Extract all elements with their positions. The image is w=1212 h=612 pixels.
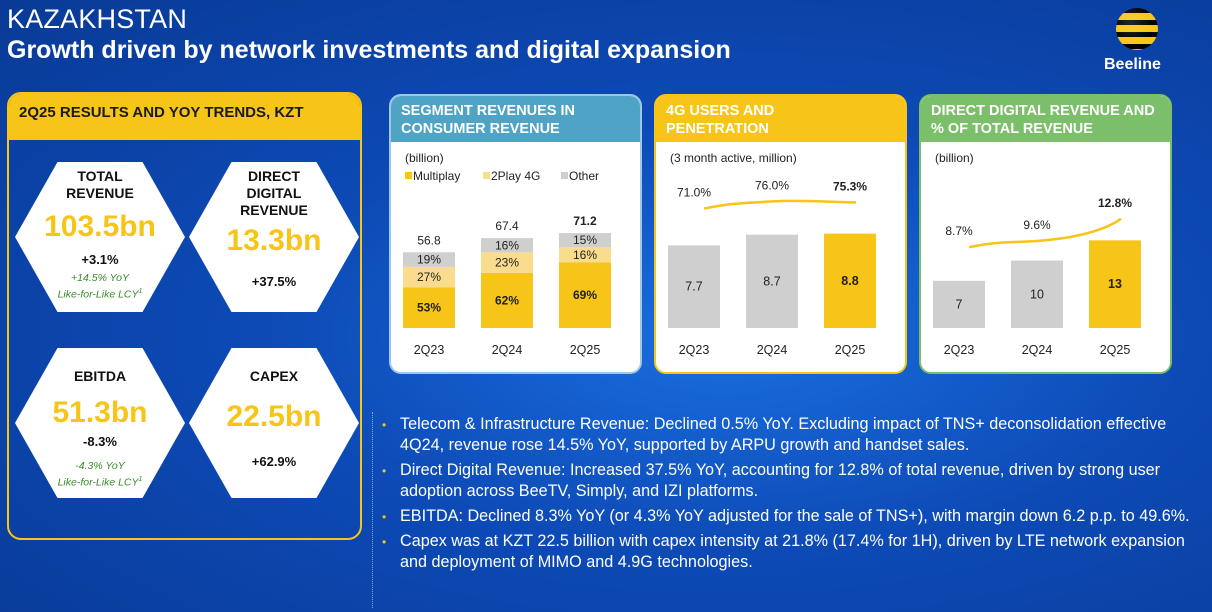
x-tick-label: 2Q25: [835, 343, 866, 357]
total-label: 71.2: [573, 214, 597, 228]
segment-label: 27%: [417, 270, 441, 284]
logo-text: Beeline: [1104, 56, 1161, 73]
unit-note: (billion): [935, 151, 974, 165]
line-point-label: 8.7%: [945, 224, 973, 238]
bar-value-label: 8.8: [841, 274, 858, 288]
legend-swatch: [483, 172, 490, 179]
legend-label: 2Play 4G: [491, 169, 540, 183]
unit-note: (3 month active, million): [670, 151, 797, 165]
segment-label: 15%: [573, 233, 597, 247]
bar: [933, 280, 985, 328]
total-label: 67.4: [495, 219, 519, 233]
digital-revenue-panel: DIRECT DIGITAL REVENUE AND% OF TOTAL REV…: [919, 94, 1172, 374]
x-tick-label: 2Q23: [414, 343, 445, 357]
bar-value-label: 7.7: [685, 280, 702, 294]
bar: [668, 245, 720, 328]
bar-segment: [559, 262, 611, 328]
kpi-label: CAPEX: [249, 368, 299, 384]
kpi-total-revenue: TOTAL REVENUE 103.5bn +3.1% +14.5% YoY Lik…: [15, 162, 185, 312]
x-tick-label: 2Q25: [1100, 343, 1131, 357]
kpi-label: DIRECT DIGITAL REVENUE: [240, 168, 308, 218]
bullet-ebitda: • EBITDA: Declined 8.3% YoY (or 4.3% YoY …: [382, 507, 1190, 525]
line-point-label: 75.3%: [833, 179, 867, 193]
divider: [372, 412, 373, 608]
bullet-digital: • Direct Digital Revenue: Increased 37.5%…: [382, 461, 1161, 500]
kpi-change: +3.1%: [81, 252, 119, 267]
segment-label: 16%: [573, 248, 597, 262]
digital-revenue-chart: (billion) 7 2Q23 10 2Q24 13 2Q25 8.7% 9.6% 12.8%: [933, 151, 1141, 357]
segment-revenue-chart: (billion) Multiplay 2Play 4G Other 53% 27% 19%…: [403, 151, 611, 357]
bar: [746, 234, 798, 328]
kpi-label: TOTAL REVENUE: [66, 168, 134, 201]
kpi-value: 13.3bn: [226, 224, 322, 257]
kpi-note: +14.5% YoY Like-for-Like LCY1: [57, 272, 143, 301]
segment-label: 23%: [495, 256, 519, 270]
bar: [1089, 240, 1141, 328]
4g-users-title: 4G USERS AND PENETRATION: [656, 96, 905, 142]
beeline-ball-icon: [1116, 8, 1158, 50]
bar-segment: [481, 272, 533, 328]
kpi-capex: CAPEX 22.5bn +62.9%: [189, 348, 359, 498]
line-series: [703, 199, 857, 210]
bar: [824, 233, 876, 328]
x-tick-label: 2Q23: [679, 343, 710, 357]
kpi-change: +62.9%: [251, 454, 297, 469]
bar-value-label: 7: [956, 297, 963, 311]
line-series: [968, 217, 1122, 249]
x-tick-label: 2Q23: [944, 343, 975, 357]
kpi-value: 103.5bn: [44, 210, 156, 243]
x-tick-label: 2Q24: [492, 343, 523, 357]
line-point-label: 71.0%: [677, 186, 711, 200]
bullet-capex: • Capex was at KZT 22.5 billion with cape…: [382, 532, 1185, 571]
line-point-label: 12.8%: [1098, 196, 1132, 210]
bar-segment: [403, 252, 455, 267]
legend-label: Other: [569, 169, 599, 183]
legend-label: Multiplay: [413, 169, 460, 183]
kpi-panel: 2Q25 RESULTS AND YOY TRENDS, KZT TOTAL RE…: [7, 92, 362, 540]
kpi-ebitda: EBITDA 51.3bn -8.3% -4.3% YoY Like-for-Li…: [15, 348, 185, 498]
kpi-value: 51.3bn: [52, 396, 148, 429]
commentary-list: • Telecom & Infrastructure Revenue: Decli…: [380, 414, 1210, 577]
bar-segment: [481, 252, 533, 273]
kpi-change: -8.3%: [83, 434, 117, 449]
bar-segment: [559, 247, 611, 263]
segment-revenue-title: SEGMENT REVENUES IN CONSUMER REVENUE: [391, 96, 640, 142]
country-title: KAZAKHSTAN: [7, 4, 188, 34]
segment-label: 53%: [417, 301, 441, 315]
total-label: 56.8: [417, 233, 441, 247]
bar-segment: [403, 287, 455, 328]
kpi-change: +37.5%: [251, 274, 297, 289]
kpi-note: -4.3% YoY Like-for-Like LCY1: [57, 460, 143, 489]
x-tick-label: 2Q24: [1022, 343, 1053, 357]
bar-segment: [481, 238, 533, 253]
kpi-label: EBITDA: [73, 368, 127, 384]
bar-value-label: 8.7: [763, 274, 780, 288]
beeline-logo: Beeline: [1098, 8, 1178, 74]
x-tick-label: 2Q24: [757, 343, 788, 357]
4g-users-panel: 4G USERS AND PENETRATION (3 month active,…: [654, 94, 907, 374]
unit-note: (billion): [405, 151, 444, 165]
bullet-telecom: • Telecom & Infrastructure Revenue: Decli…: [382, 415, 1167, 454]
x-tick-label: 2Q25: [570, 343, 601, 357]
bar-segment: [403, 266, 455, 288]
segment-label: 62%: [495, 293, 519, 307]
bar-segment: [559, 233, 611, 248]
segment-label: 19%: [417, 253, 441, 267]
kpi-panel-title: 2Q25 RESULTS AND YOY TRENDS, KZT: [9, 94, 360, 140]
legend-swatch: [405, 172, 412, 179]
legend-swatch: [561, 172, 568, 179]
line-point-label: 9.6%: [1023, 218, 1051, 232]
bar-value-label: 13: [1108, 277, 1122, 291]
digital-revenue-title: DIRECT DIGITAL REVENUE AND% OF TOTAL REV…: [921, 96, 1170, 142]
segment-revenue-panel: SEGMENT REVENUES IN CONSUMER REVENUE (bil…: [389, 94, 642, 374]
bar: [1011, 260, 1063, 328]
kpi-value: 22.5bn: [226, 400, 322, 433]
kpi-direct-digital-revenue: DIRECT DIGITAL REVENUE 13.3bn +37.5%: [189, 162, 359, 312]
4g-users-chart: (3 month active, million) 7.7 2Q23 8.7 2Q24 8…: [668, 151, 876, 357]
segment-label: 16%: [495, 238, 519, 252]
page-title: Growth driven by network investments and…: [7, 36, 731, 64]
line-point-label: 76.0%: [755, 178, 789, 192]
segment-label: 69%: [573, 288, 597, 302]
bar-value-label: 10: [1030, 287, 1044, 301]
